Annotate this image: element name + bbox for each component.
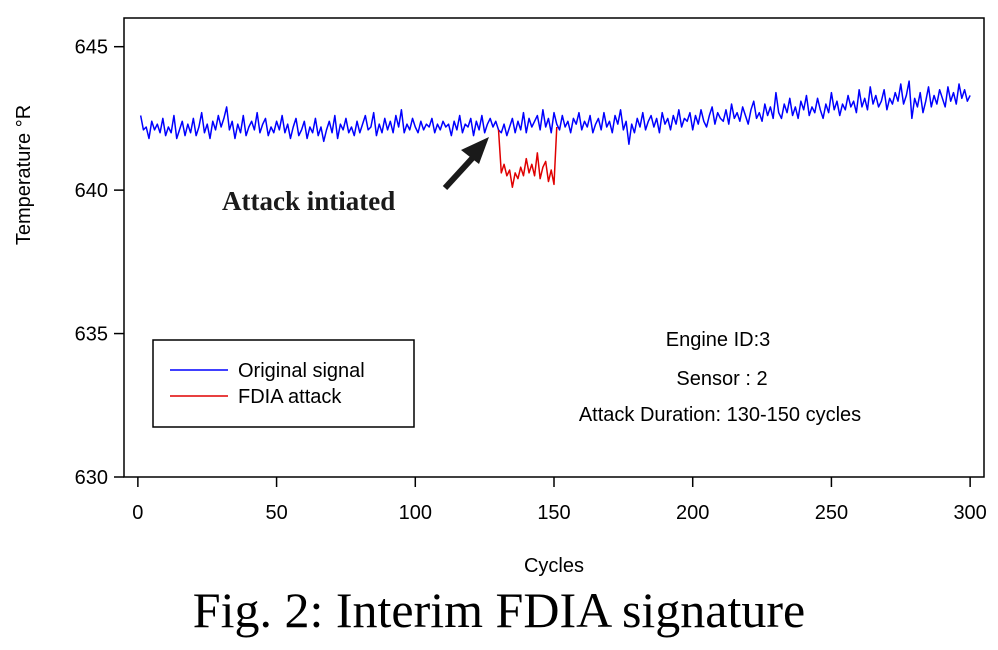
x-axis-label: Cycles (524, 555, 584, 577)
x-axis: 0 50 100 150 200 250 300 (132, 477, 987, 524)
y-tick-label-640: 640 (75, 180, 108, 202)
chart: 630 635 640 645 0 50 100 150 200 250 300 Temperat… (13, 17, 987, 577)
legend-label-attack: FDIA attack (238, 386, 342, 408)
series-lines (139, 80, 971, 189)
annotation-label: Attack intiated (222, 186, 395, 216)
info-engine-id: Engine ID:3 (666, 329, 771, 351)
info-attack-duration: Attack Duration: 130-150 cycles (579, 404, 861, 426)
annotation-arrowhead (461, 137, 489, 164)
legend: Original signal FDIA attack (152, 339, 415, 428)
series-line-original (139, 80, 971, 145)
x-tick-label-0: 0 (132, 502, 143, 524)
x-tick-label-50: 50 (265, 502, 287, 524)
x-tick-label-150: 150 (537, 502, 570, 524)
y-tick-label-630: 630 (75, 467, 108, 489)
x-tick-label-250: 250 (815, 502, 848, 524)
series-line-attack (497, 126, 558, 189)
y-axis: 630 635 640 645 (75, 37, 124, 489)
y-tick-label-645: 645 (75, 37, 108, 59)
y-axis-label: Temperature °R (13, 105, 35, 245)
legend-box (152, 339, 415, 428)
x-tick-label-100: 100 (399, 502, 432, 524)
x-tick-label-200: 200 (676, 502, 709, 524)
info-text: Engine ID:3 Sensor : 2 Attack Duration: … (579, 329, 861, 426)
x-tick-label-300: 300 (953, 502, 986, 524)
figure-caption: Fig. 2: Interim FDIA signature (192, 582, 806, 638)
y-tick-label-635: 635 (75, 324, 108, 346)
info-sensor: Sensor : 2 (676, 368, 767, 390)
legend-label-original: Original signal (238, 360, 365, 382)
